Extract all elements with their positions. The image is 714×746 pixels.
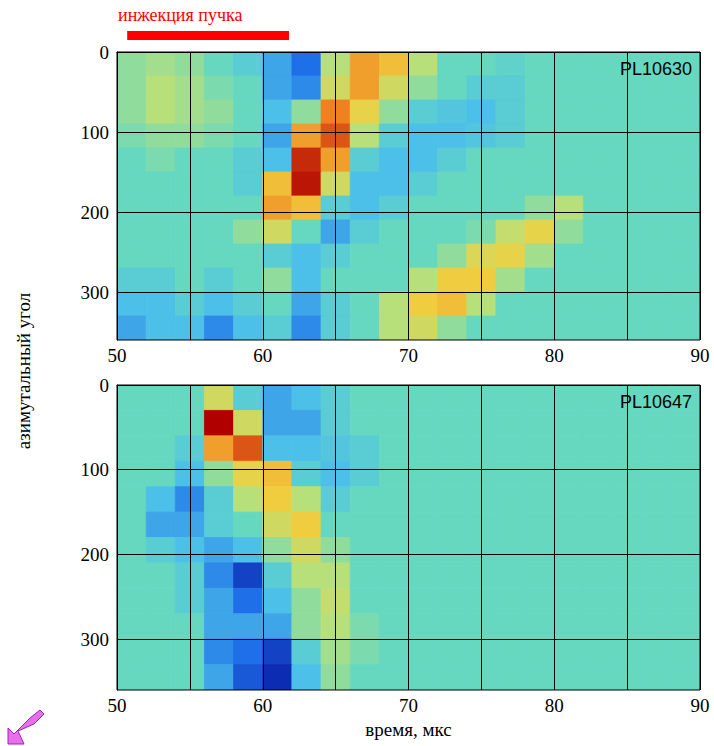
svg-text:300: 300 <box>81 282 110 303</box>
svg-text:70: 70 <box>399 345 418 366</box>
svg-text:60: 60 <box>253 345 272 366</box>
svg-text:азимутальный угол: азимутальный угол <box>13 292 34 449</box>
svg-text:PL10647: PL10647 <box>620 392 692 412</box>
svg-text:200: 200 <box>81 202 110 223</box>
svg-text:60: 60 <box>253 695 272 716</box>
svg-text:90: 90 <box>691 695 710 716</box>
svg-text:PL10630: PL10630 <box>620 59 692 79</box>
svg-text:80: 80 <box>545 345 564 366</box>
svg-text:100: 100 <box>81 459 110 480</box>
svg-text:0: 0 <box>100 42 110 63</box>
svg-text:время, мкс: время, мкс <box>365 719 451 740</box>
svg-text:90: 90 <box>691 345 710 366</box>
svg-text:0: 0 <box>100 375 110 396</box>
svg-text:300: 300 <box>81 629 110 650</box>
svg-text:200: 200 <box>81 544 110 565</box>
svg-text:инжекция пучка: инжекция пучка <box>118 5 242 25</box>
svg-text:50: 50 <box>108 345 127 366</box>
svg-text:80: 80 <box>545 695 564 716</box>
svg-text:50: 50 <box>108 695 127 716</box>
svg-text:70: 70 <box>399 695 418 716</box>
svg-text:100: 100 <box>81 122 110 143</box>
